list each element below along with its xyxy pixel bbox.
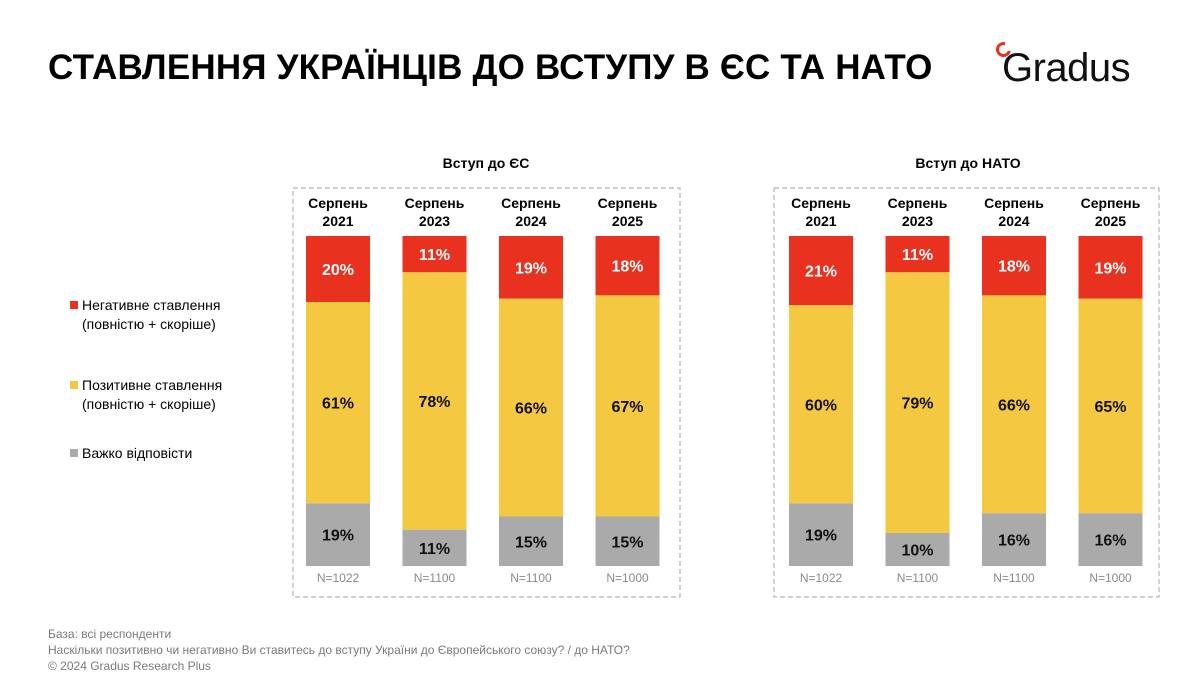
data-label-positive: 66% (515, 401, 547, 418)
bar-segment-positive (306, 302, 370, 504)
data-label-negative: 19% (515, 260, 547, 277)
data-label-positive: 65% (1094, 399, 1126, 416)
data-label-negative: 18% (611, 259, 643, 276)
bar-segment-hard (402, 529, 467, 566)
category-label: Серпень (405, 195, 465, 211)
bar-segment-positive (499, 298, 563, 517)
category-label: 2025 (1095, 213, 1126, 229)
bar-segment-negative (789, 236, 853, 306)
bar-segment-negative (499, 236, 563, 299)
bar-segment-negative (595, 236, 660, 296)
bar-segment-hard (595, 516, 660, 566)
bar-segment-hard (499, 516, 563, 566)
legend-label-hard: Важко відповісти (82, 445, 193, 461)
bar-segment-positive (982, 295, 1046, 514)
legend-label-negative: Негативне ставлення (повністю + скоріше) (82, 297, 221, 332)
data-label-positive: 78% (418, 394, 450, 411)
data-label-hard: 16% (998, 533, 1030, 550)
sample-size-label: N=1100 (510, 571, 552, 585)
sample-size-label: N=1000 (606, 571, 649, 585)
data-label-negative: 21% (805, 264, 837, 281)
legend-item-hard: Важко відповісти (70, 444, 270, 463)
category-label: 2024 (515, 213, 546, 229)
data-label-positive: 66% (998, 397, 1030, 414)
footer-base: База: всі респонденти (48, 627, 172, 641)
data-label-hard: 19% (322, 528, 354, 545)
category-label: 2021 (322, 213, 353, 229)
sample-size-label: N=1022 (800, 571, 843, 585)
legend-swatch-hard (70, 449, 78, 457)
bar-segment-positive (595, 295, 660, 517)
legend-item-negative: Негативне ставлення (повністю + скоріше) (70, 296, 270, 334)
data-label-positive: 61% (322, 396, 354, 413)
sample-size-label: N=1100 (993, 571, 1035, 585)
bar-segment-negative (885, 236, 950, 273)
data-label-hard: 11% (419, 541, 450, 558)
category-label: Серпень (501, 195, 561, 211)
footer-question: Наскільки позитивно чи негативно Ви став… (48, 643, 630, 657)
sample-size-label: N=1000 (1089, 571, 1132, 585)
bar-segment-positive (1078, 298, 1143, 514)
data-label-negative: 20% (322, 262, 354, 279)
bar-segment-hard (789, 503, 853, 566)
legend: Негативне ставлення (повністю + скоріше)… (70, 296, 270, 463)
legend-swatch-negative (70, 301, 78, 309)
chart-frame-1 (773, 187, 1160, 598)
data-label-negative: 11% (419, 247, 450, 264)
legend-item-positive: Позитивне ставлення (повністю + скоріше) (70, 376, 270, 414)
data-label-hard: 16% (1094, 533, 1126, 550)
bar-segment-positive (885, 272, 950, 533)
footer-copyright: © 2024 Gradus Research Plus (48, 659, 211, 673)
category-label: Серпень (791, 195, 851, 211)
bar-segment-negative (306, 236, 370, 302)
category-label: Серпень (1081, 195, 1141, 211)
category-label: 2025 (612, 213, 643, 229)
chart-frame-0 (292, 187, 681, 598)
data-label-hard: 10% (901, 543, 933, 560)
category-label: 2023 (419, 213, 450, 229)
data-label-positive: 67% (611, 399, 643, 416)
chart-title-0: Вступ до ЄС (443, 155, 530, 171)
data-label-hard: 15% (611, 534, 643, 551)
bar-segment-positive (789, 305, 853, 504)
bar-segment-hard (885, 533, 950, 566)
gradus-logo: Gradus (993, 39, 1166, 96)
data-label-negative: 11% (902, 247, 933, 264)
legend-swatch-positive (70, 381, 78, 389)
bar-segment-negative (982, 236, 1046, 296)
sample-size-label: N=1022 (317, 571, 360, 585)
data-label-negative: 18% (998, 259, 1030, 276)
chart-title-1: Вступ до НАТО (915, 155, 1020, 171)
bar-segment-negative (1078, 236, 1143, 299)
bar-segment-negative (402, 236, 467, 273)
category-label: Серпень (598, 195, 658, 211)
data-label-positive: 79% (901, 396, 933, 413)
logo-text: Gradus (1002, 46, 1131, 90)
category-label: Серпень (308, 195, 368, 211)
category-label: 2024 (998, 213, 1029, 229)
bar-segment-hard (982, 513, 1046, 566)
data-label-positive: 60% (805, 397, 837, 414)
footer: База: всі респонденти Наскільки позитивн… (48, 626, 630, 674)
data-label-hard: 15% (515, 534, 547, 551)
category-label: Серпень (984, 195, 1044, 211)
category-label: Серпень (888, 195, 948, 211)
bar-segment-hard (306, 503, 370, 566)
category-label: 2023 (902, 213, 933, 229)
sample-size-label: N=1100 (414, 571, 456, 585)
bar-segment-positive (402, 272, 467, 530)
sample-size-label: N=1100 (897, 571, 939, 585)
category-label: 2021 (805, 213, 836, 229)
data-label-negative: 19% (1094, 260, 1126, 277)
legend-label-positive: Позитивне ставлення (повністю + скоріше) (82, 377, 223, 412)
page-title: СТАВЛЕННЯ УКРАЇНЦІВ ДО ВСТУПУ В ЄС ТА НА… (48, 48, 933, 87)
data-label-hard: 19% (805, 528, 837, 545)
bar-segment-hard (1078, 513, 1143, 566)
